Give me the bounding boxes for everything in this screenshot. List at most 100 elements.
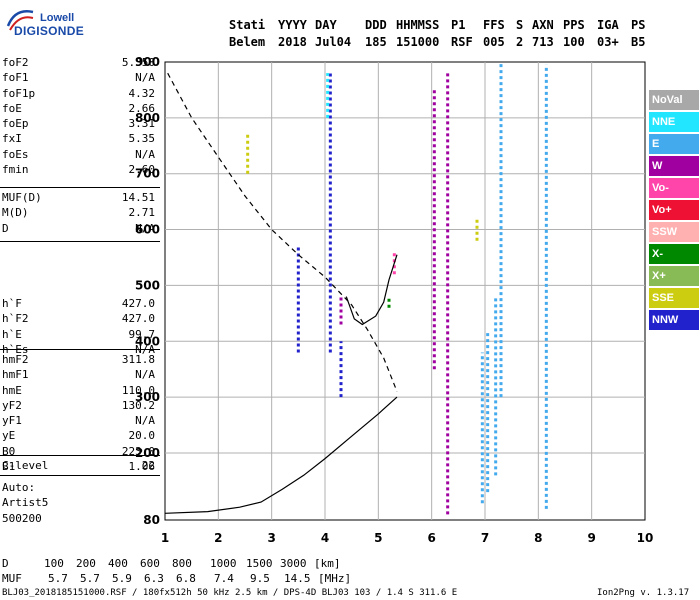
digisonde-logo-icon	[6, 10, 34, 31]
param-name: Auto:	[2, 481, 36, 494]
logo-digisonde: DIGISONDE	[14, 24, 85, 38]
param-value: N/A	[135, 71, 155, 85]
header-value-0: Belem	[229, 35, 266, 49]
footer-muf-value: 5.7	[48, 572, 68, 585]
param-value: N/A	[135, 147, 155, 161]
divider	[0, 475, 160, 476]
footer-muf-value: 6.8	[176, 572, 196, 585]
header-label-7: S	[516, 18, 524, 32]
legend-item-nne: NNE	[649, 112, 699, 132]
header-label-3: DDD	[365, 18, 387, 32]
footer-muf-value: 14.5	[284, 572, 311, 585]
header-label-9: PPS	[563, 18, 585, 32]
param-row: M(D) 2.71	[2, 206, 159, 221]
y-tick-label: 800	[135, 111, 160, 125]
param-row: h`F2 427.0	[2, 312, 159, 327]
legend: NoVal NNE E W Vo- Vo+ SSW X- X+ SSE NNW	[649, 90, 699, 332]
divider	[0, 187, 160, 188]
param-name: hmE	[2, 383, 22, 397]
param-row: h`E 99.7	[2, 328, 159, 343]
param-row: hmF1 N/A	[2, 368, 159, 383]
footer-muf-value: [MHz]	[318, 572, 352, 585]
header-label-5: P1	[451, 18, 466, 32]
param-value: 4.32	[128, 86, 156, 100]
header-value-11: B5	[631, 35, 646, 49]
header-label-8: AXN	[532, 18, 554, 32]
param-value: 110.0	[121, 383, 155, 397]
param-name: hmF2	[2, 353, 29, 366]
legend-item-vo-: Vo-	[649, 178, 699, 198]
param-name: yF2	[2, 398, 22, 412]
legend-item-nnw: NNW	[649, 310, 699, 330]
y-tick-label: 400	[135, 334, 160, 348]
param-value: N/A	[135, 368, 155, 382]
footer-d-value: 600	[140, 557, 160, 570]
footer-d-value: 1000	[210, 557, 237, 570]
param-row: C-level 22	[2, 459, 159, 474]
param-row: B0 223.0	[2, 445, 159, 460]
param-name: 500200	[2, 511, 42, 525]
y-tick-label: 900	[135, 55, 160, 69]
param-row: hmF2 311.8	[2, 353, 159, 368]
param-name: yF1	[2, 414, 22, 428]
param-name: B1	[2, 460, 16, 474]
param-value: 130.2	[121, 398, 155, 412]
legend-item-ssw: SSW	[649, 222, 699, 242]
header-value-3: 185	[365, 35, 387, 49]
header-label-2: DAY	[315, 18, 337, 32]
footer-muf-value: 9.5	[250, 572, 270, 585]
param-row: MUF(D) 14.51	[2, 191, 159, 206]
header-value-5: RSF	[451, 35, 473, 49]
x-tick-label: 1	[161, 531, 169, 545]
param-name: fmin	[2, 163, 29, 177]
param-value: 223.0	[121, 444, 155, 458]
param-row: fmin 2.60	[2, 163, 159, 178]
param-value: 5.350	[121, 56, 155, 69]
y-tick-label: 600	[135, 223, 160, 237]
divider	[0, 241, 160, 242]
param-name: foF2	[2, 56, 29, 69]
x-tick-label: 4	[321, 531, 329, 545]
x-tick-label: 3	[267, 531, 275, 545]
legend-item-x+: X+	[649, 266, 699, 286]
param-value: 1.06	[128, 460, 156, 474]
y-tick-label: 300	[135, 390, 160, 404]
param-row: foEs N/A	[2, 148, 159, 163]
footer-d-value: 3000	[280, 557, 307, 570]
param-name: foEp	[2, 117, 29, 131]
x-tick-label: 6	[427, 531, 435, 545]
footer-d-value: 400	[108, 557, 128, 570]
param-name: D	[2, 221, 9, 235]
footer-d-value: 100	[44, 557, 64, 570]
footer-muf-value: 5.9	[112, 572, 132, 585]
param-value: 99.7	[128, 327, 156, 341]
param-value: 427.0	[121, 297, 155, 310]
y-tick-label: 700	[135, 167, 160, 181]
param-row: foF1p 4.32	[2, 87, 159, 102]
footer-d-value: 800	[172, 557, 192, 570]
param-row: foF2 5.350	[2, 56, 159, 71]
param-name: foF1	[2, 71, 29, 85]
legend-item-x-: X-	[649, 244, 699, 264]
param-value: 2.60	[128, 163, 156, 177]
param-row: D N/A	[2, 222, 159, 237]
param-row: yE 20.0	[2, 429, 159, 444]
footer-d-value: 200	[76, 557, 96, 570]
header-label-10: IGA	[597, 18, 619, 32]
footer-d-label: D	[2, 557, 9, 570]
param-row: h`F 427.0	[2, 297, 159, 312]
param-value: 2.66	[128, 101, 156, 115]
footer-d-value: [km]	[314, 557, 341, 570]
y-tick-label: 80	[143, 513, 160, 527]
x-tick-label: 7	[481, 531, 489, 545]
header-label-1: YYYY	[278, 18, 307, 32]
param-name: h`F2	[2, 312, 29, 326]
divider	[0, 349, 160, 350]
param-value: 427.0	[121, 312, 155, 326]
header-value-6: 005	[483, 35, 505, 49]
param-row: hmE 110.0	[2, 384, 159, 399]
param-name: foEs	[2, 147, 29, 161]
footer-muf-value: 7.4	[214, 572, 234, 585]
y-tick-label: 500	[135, 278, 160, 292]
